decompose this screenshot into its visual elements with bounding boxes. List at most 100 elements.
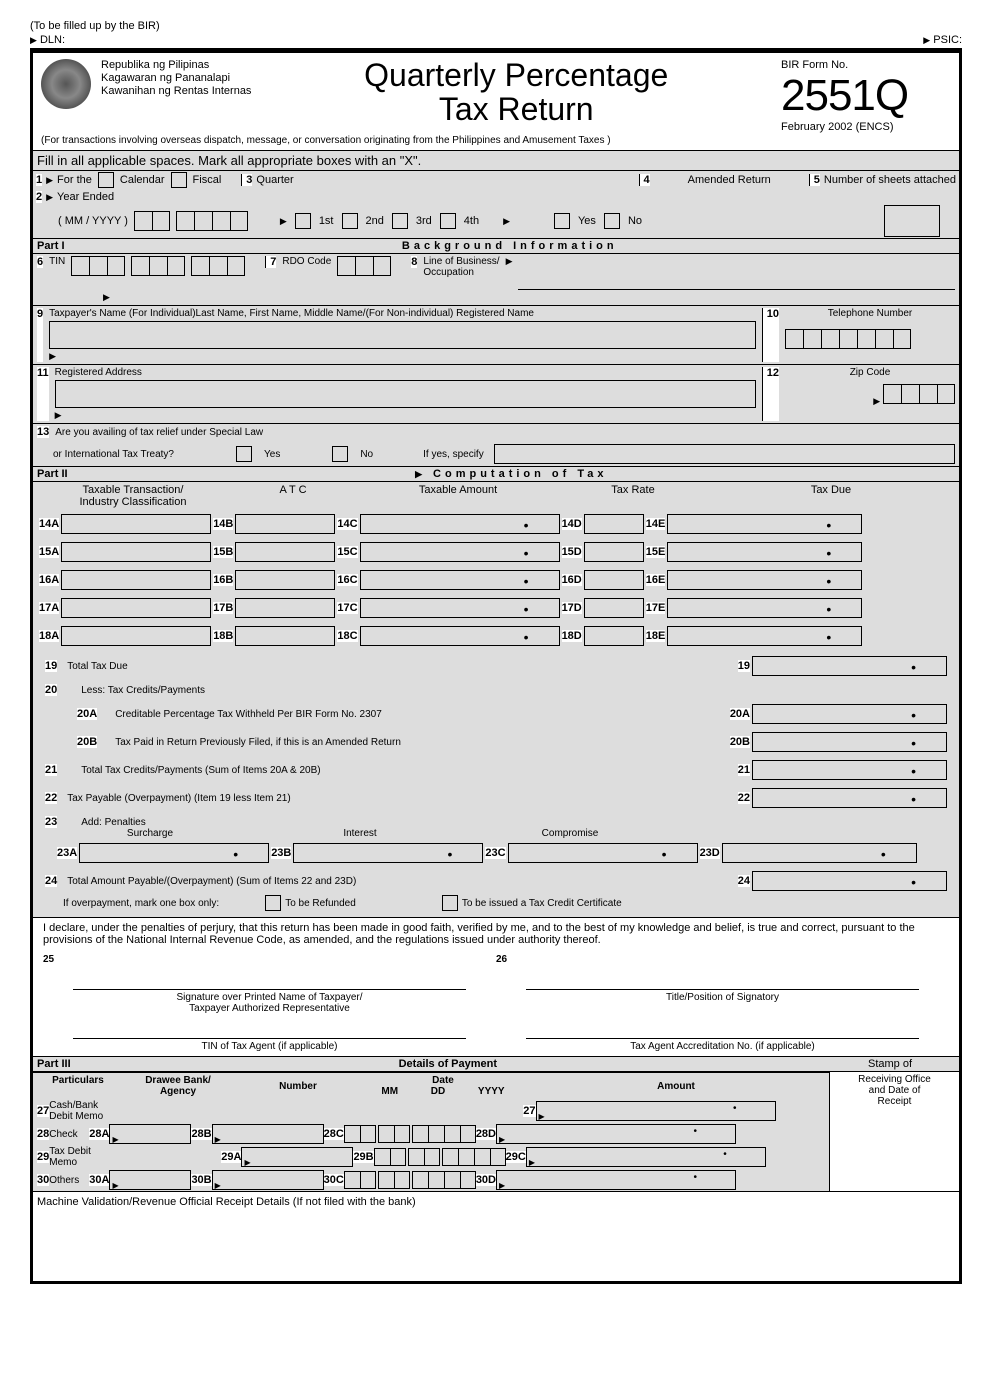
sig-26-label: Title/Position of Signatory [496,992,949,1003]
29a-box[interactable]: ▶ [241,1147,353,1167]
16A-box[interactable] [61,570,211,590]
14B-box[interactable] [235,514,335,534]
23b-box[interactable] [293,843,483,863]
year-boxes[interactable] [176,211,248,231]
18D-box[interactable] [584,626,644,646]
16C-box[interactable] [360,570,560,590]
box-label-21: 21 [738,764,750,776]
15B-box[interactable] [235,542,335,562]
calendar-checkbox[interactable] [98,172,114,188]
15E-box[interactable] [667,542,862,562]
refund-checkbox[interactable] [265,895,281,911]
field-num-23c: 23C [485,847,505,859]
stamp-label-2: Receiving Office [832,1074,957,1085]
24-box[interactable] [752,871,947,891]
14D-box[interactable] [584,514,644,534]
phone-box[interactable] [785,329,911,349]
18A-box[interactable] [61,626,211,646]
field-num-23a: 23A [57,847,77,859]
amended-no-checkbox[interactable] [604,213,620,229]
lbl-17C: 17C [337,602,357,614]
accred-line[interactable] [526,1038,919,1039]
18B-box[interactable] [235,626,335,646]
fiscal-checkbox[interactable] [171,172,187,188]
18C-box[interactable] [360,626,560,646]
14A-box[interactable] [61,514,211,534]
17B-box[interactable] [235,598,335,618]
16D-box[interactable] [584,570,644,590]
row-21: 21 Total Tax Credits/Payments (Sum of It… [39,756,953,784]
sig-line-25[interactable] [73,989,466,990]
23d-box[interactable] [722,843,917,863]
29c-box[interactable]: ▶ [526,1147,766,1167]
lob-field[interactable] [518,270,955,290]
15C-box[interactable] [360,542,560,562]
17A-box[interactable] [61,598,211,618]
field-num-20b: 20B [77,736,97,748]
lbl-16C: 16C [337,574,357,586]
top-notes: (To be filled up by the BIR) [30,20,962,32]
20a-box[interactable] [752,704,947,724]
row-20b: 20B Tax Paid in Return Previously Filed,… [39,728,953,756]
23c-box[interactable] [508,843,698,863]
tcc-checkbox[interactable] [442,895,458,911]
29b-date[interactable] [374,1148,506,1166]
relief-no-checkbox[interactable] [332,446,348,462]
18E-box[interactable] [667,626,862,646]
23-label: Add: Penalties [81,817,146,828]
psic-label: PSIC: [933,34,962,46]
zip-box[interactable] [883,384,955,404]
30b-box[interactable]: ▶ [212,1170,324,1190]
28a-box[interactable]: ▶ [109,1124,191,1144]
tin-agent-line[interactable] [73,1038,466,1039]
16E-box[interactable] [667,570,862,590]
30d-box[interactable]: ▶- [496,1170,736,1190]
14C-box[interactable] [360,514,560,534]
field-num-5: 5 [809,174,820,186]
22-box[interactable] [752,788,947,808]
addr-field[interactable] [55,380,756,408]
relief-yes-checkbox[interactable] [236,446,252,462]
15A-box[interactable] [61,542,211,562]
pay-row-27: 27 Cash/Bank Debit Memo 27 ▶ [33,1099,829,1123]
20b-box[interactable] [752,732,947,752]
30a-box[interactable]: ▶ [109,1170,191,1190]
lbl-14A: 14A [39,518,59,530]
amended-yes-checkbox[interactable] [554,213,570,229]
specify-field[interactable] [494,444,955,464]
name-field[interactable] [49,321,756,349]
17C-box[interactable] [360,598,560,618]
q3-checkbox[interactable] [392,213,408,229]
tin-box-2[interactable] [131,256,185,276]
15D-box[interactable] [584,542,644,562]
addr-block: Registered Address ▶ [55,367,756,421]
pay-row-29: 29 Tax Debit Memo 29A ▶ 29B 29C [33,1145,829,1169]
tri-icon: ▶ [49,351,56,361]
30c-date[interactable] [344,1171,476,1189]
tri-icon: ▶ [873,396,880,406]
q2-checkbox[interactable] [342,213,358,229]
28c-date[interactable] [344,1125,476,1143]
total-due-box[interactable] [752,656,947,676]
27-amount[interactable]: ▶ [536,1101,776,1121]
machine-validation: Machine Validation/Revenue Official Rece… [33,1191,959,1281]
row-9-10: 9 Taxpayer's Name (For Individual)Last N… [33,305,959,364]
rdo-box[interactable] [337,256,391,276]
sig-line-26[interactable] [526,989,919,990]
17D-box[interactable] [584,598,644,618]
q4-checkbox[interactable] [440,213,456,229]
21-box[interactable] [752,760,947,780]
q4-label: 4th [464,215,479,227]
28d-box[interactable]: ▶ [496,1124,736,1144]
tin-box-3[interactable] [191,256,245,276]
17E-box[interactable] [667,598,862,618]
28b-box[interactable]: ▶ [212,1124,324,1144]
month-boxes[interactable] [134,211,170,231]
14E-box[interactable] [667,514,862,534]
tin-box-1[interactable] [71,256,125,276]
16B-box[interactable] [235,570,335,590]
zip-block: Zip Code ▶ [785,367,955,421]
q1-checkbox[interactable] [295,213,311,229]
23a-box[interactable] [79,843,269,863]
sheets-box[interactable] [884,205,940,237]
